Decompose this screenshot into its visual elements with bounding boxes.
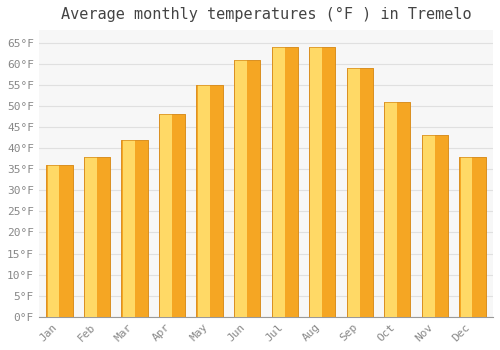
Bar	[196, 85, 223, 317]
Bar	[384, 102, 410, 317]
Bar	[122, 140, 148, 317]
Bar	[85, 156, 97, 317]
Bar	[160, 114, 172, 317]
Bar	[159, 114, 185, 317]
Bar	[46, 165, 72, 317]
Bar	[122, 140, 134, 317]
Bar	[384, 102, 410, 317]
Bar	[46, 165, 72, 317]
Bar	[423, 135, 435, 317]
Bar	[196, 85, 223, 317]
Title: Average monthly temperatures (°F ) in Tremelo: Average monthly temperatures (°F ) in Tr…	[60, 7, 471, 22]
Bar	[309, 47, 336, 317]
Bar	[460, 156, 485, 317]
Bar	[460, 156, 472, 317]
Bar	[236, 60, 247, 317]
Bar	[460, 156, 485, 317]
Bar	[234, 60, 260, 317]
Bar	[122, 140, 148, 317]
Bar	[310, 47, 322, 317]
Bar	[84, 156, 110, 317]
Bar	[198, 85, 209, 317]
Bar	[84, 156, 110, 317]
Bar	[422, 135, 448, 317]
Bar	[309, 47, 336, 317]
Bar	[348, 68, 360, 317]
Bar	[272, 47, 298, 317]
Bar	[272, 47, 298, 317]
Bar	[234, 60, 260, 317]
Bar	[159, 114, 185, 317]
Bar	[346, 68, 373, 317]
Bar	[48, 165, 60, 317]
Bar	[422, 135, 448, 317]
Bar	[346, 68, 373, 317]
Bar	[273, 47, 284, 317]
Bar	[386, 102, 398, 317]
